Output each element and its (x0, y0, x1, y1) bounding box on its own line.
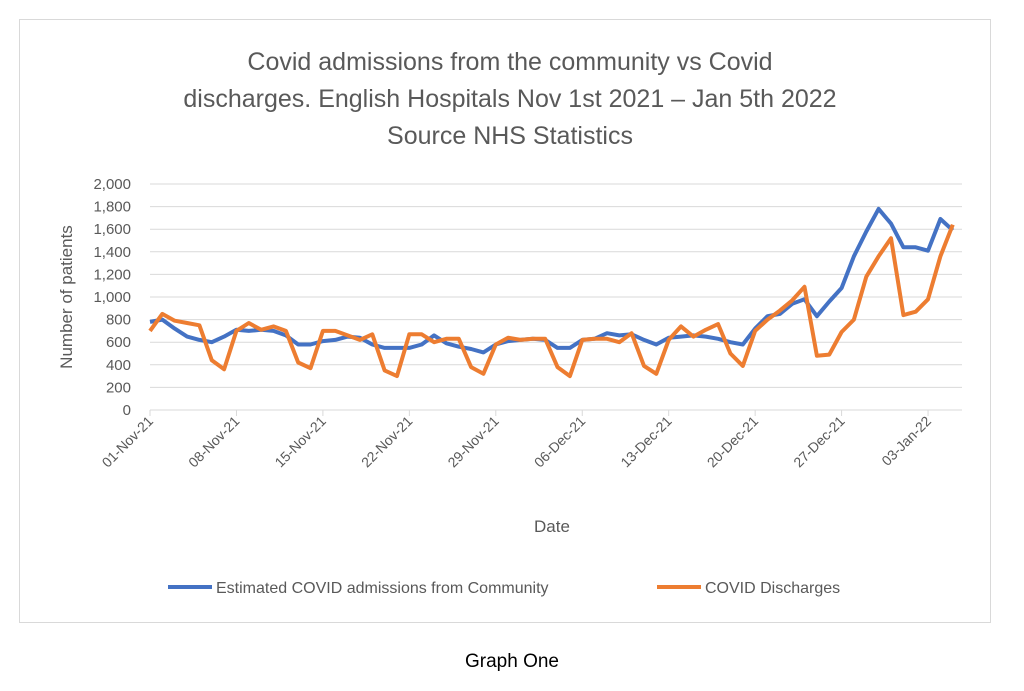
y-tick-label: 1,000 (93, 289, 131, 306)
y-tick-label: 600 (106, 334, 131, 351)
x-axis-title: Date (534, 517, 570, 536)
graph-caption: Graph One (465, 651, 559, 672)
y-tick-label: 200 (106, 379, 131, 396)
y-tick-label: 1,800 (93, 199, 131, 216)
y-tick-label: 400 (106, 357, 131, 374)
chart-title-line: Source NHS Statistics (387, 122, 633, 150)
legend-label: COVID Discharges (705, 580, 840, 597)
x-tick-label: 15-Nov-21 (271, 413, 329, 471)
chart-title-line: discharges. English Hospitals Nov 1st 20… (183, 85, 836, 113)
series-line-admissions (149, 206, 955, 355)
y-tick-label: 1,200 (93, 266, 131, 283)
chart-frame (19, 19, 991, 623)
x-tick-label: 08-Nov-21 (185, 413, 243, 471)
x-tick-label: 27-Dec-21 (790, 413, 848, 471)
legend-label: Estimated COVID admissions from Communit… (216, 580, 549, 597)
x-tick-label: 01-Nov-21 (99, 413, 157, 471)
y-tick-label: 1,600 (93, 221, 131, 238)
y-tick-label: 1,400 (93, 244, 131, 261)
line-chart: Covid admissions from the community vs C… (57, 48, 962, 597)
y-axis-title: Number of patients (57, 225, 76, 369)
x-tick-label: 13-Dec-21 (617, 413, 675, 471)
x-tick-label: 20-Dec-21 (704, 413, 762, 471)
series-line-discharges (148, 223, 955, 379)
x-tick-label: 29-Nov-21 (444, 413, 502, 471)
x-tick-label: 22-Nov-21 (358, 413, 416, 471)
x-tick-label: 06-Dec-21 (531, 413, 589, 471)
chart-title-line: Covid admissions from the community vs C… (247, 48, 772, 76)
y-tick-label: 800 (106, 312, 131, 329)
y-tick-label: 2,000 (93, 176, 131, 193)
x-tick-label: 03-Jan-22 (878, 413, 934, 469)
y-tick-label: 0 (123, 402, 131, 419)
